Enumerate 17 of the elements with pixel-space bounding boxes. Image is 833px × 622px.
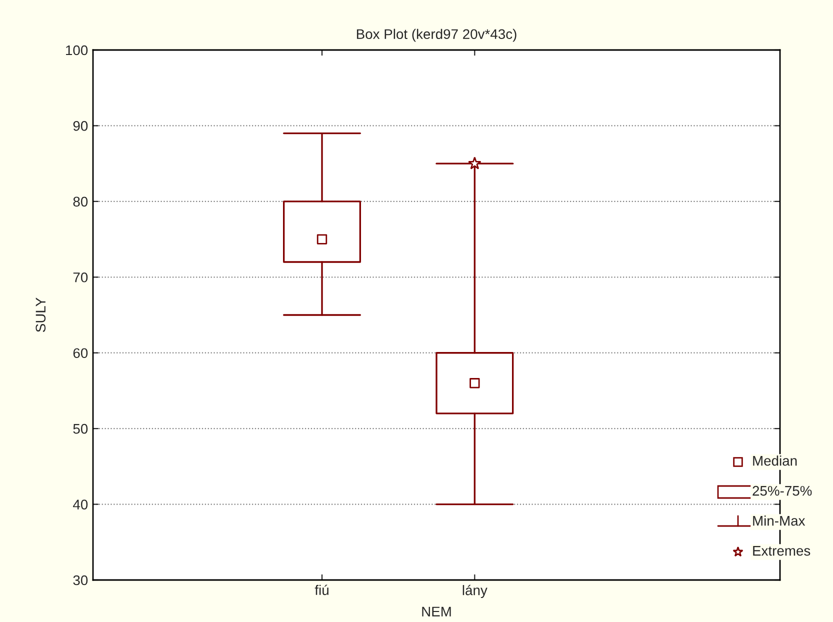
y-tick-label: 90 <box>73 121 88 131</box>
annotation: Min-Max <box>753 516 806 526</box>
chart-title: Box Plot (kerd97 20v*43c) <box>356 28 516 42</box>
y-tick-label: 50 <box>73 424 88 434</box>
x-tick-label: lány <box>462 584 488 598</box>
x-tick-label: fiú <box>314 584 328 596</box>
y-tick-label: 30 <box>73 575 88 586</box>
y-tick-label: 40 <box>73 500 88 510</box>
annotation: Extremes <box>753 546 810 556</box>
y-tick-label: 100 <box>66 45 88 56</box>
annotation: 25%-75% <box>752 486 812 496</box>
y-tick-label: 80 <box>73 196 88 207</box>
y-tick-label: 70 <box>73 272 88 282</box>
y-axis-title: SULY <box>36 298 46 332</box>
x-axis-title: NEM <box>422 606 451 616</box>
annotation: Median <box>753 456 797 466</box>
y-tick-label: 60 <box>73 348 88 358</box>
